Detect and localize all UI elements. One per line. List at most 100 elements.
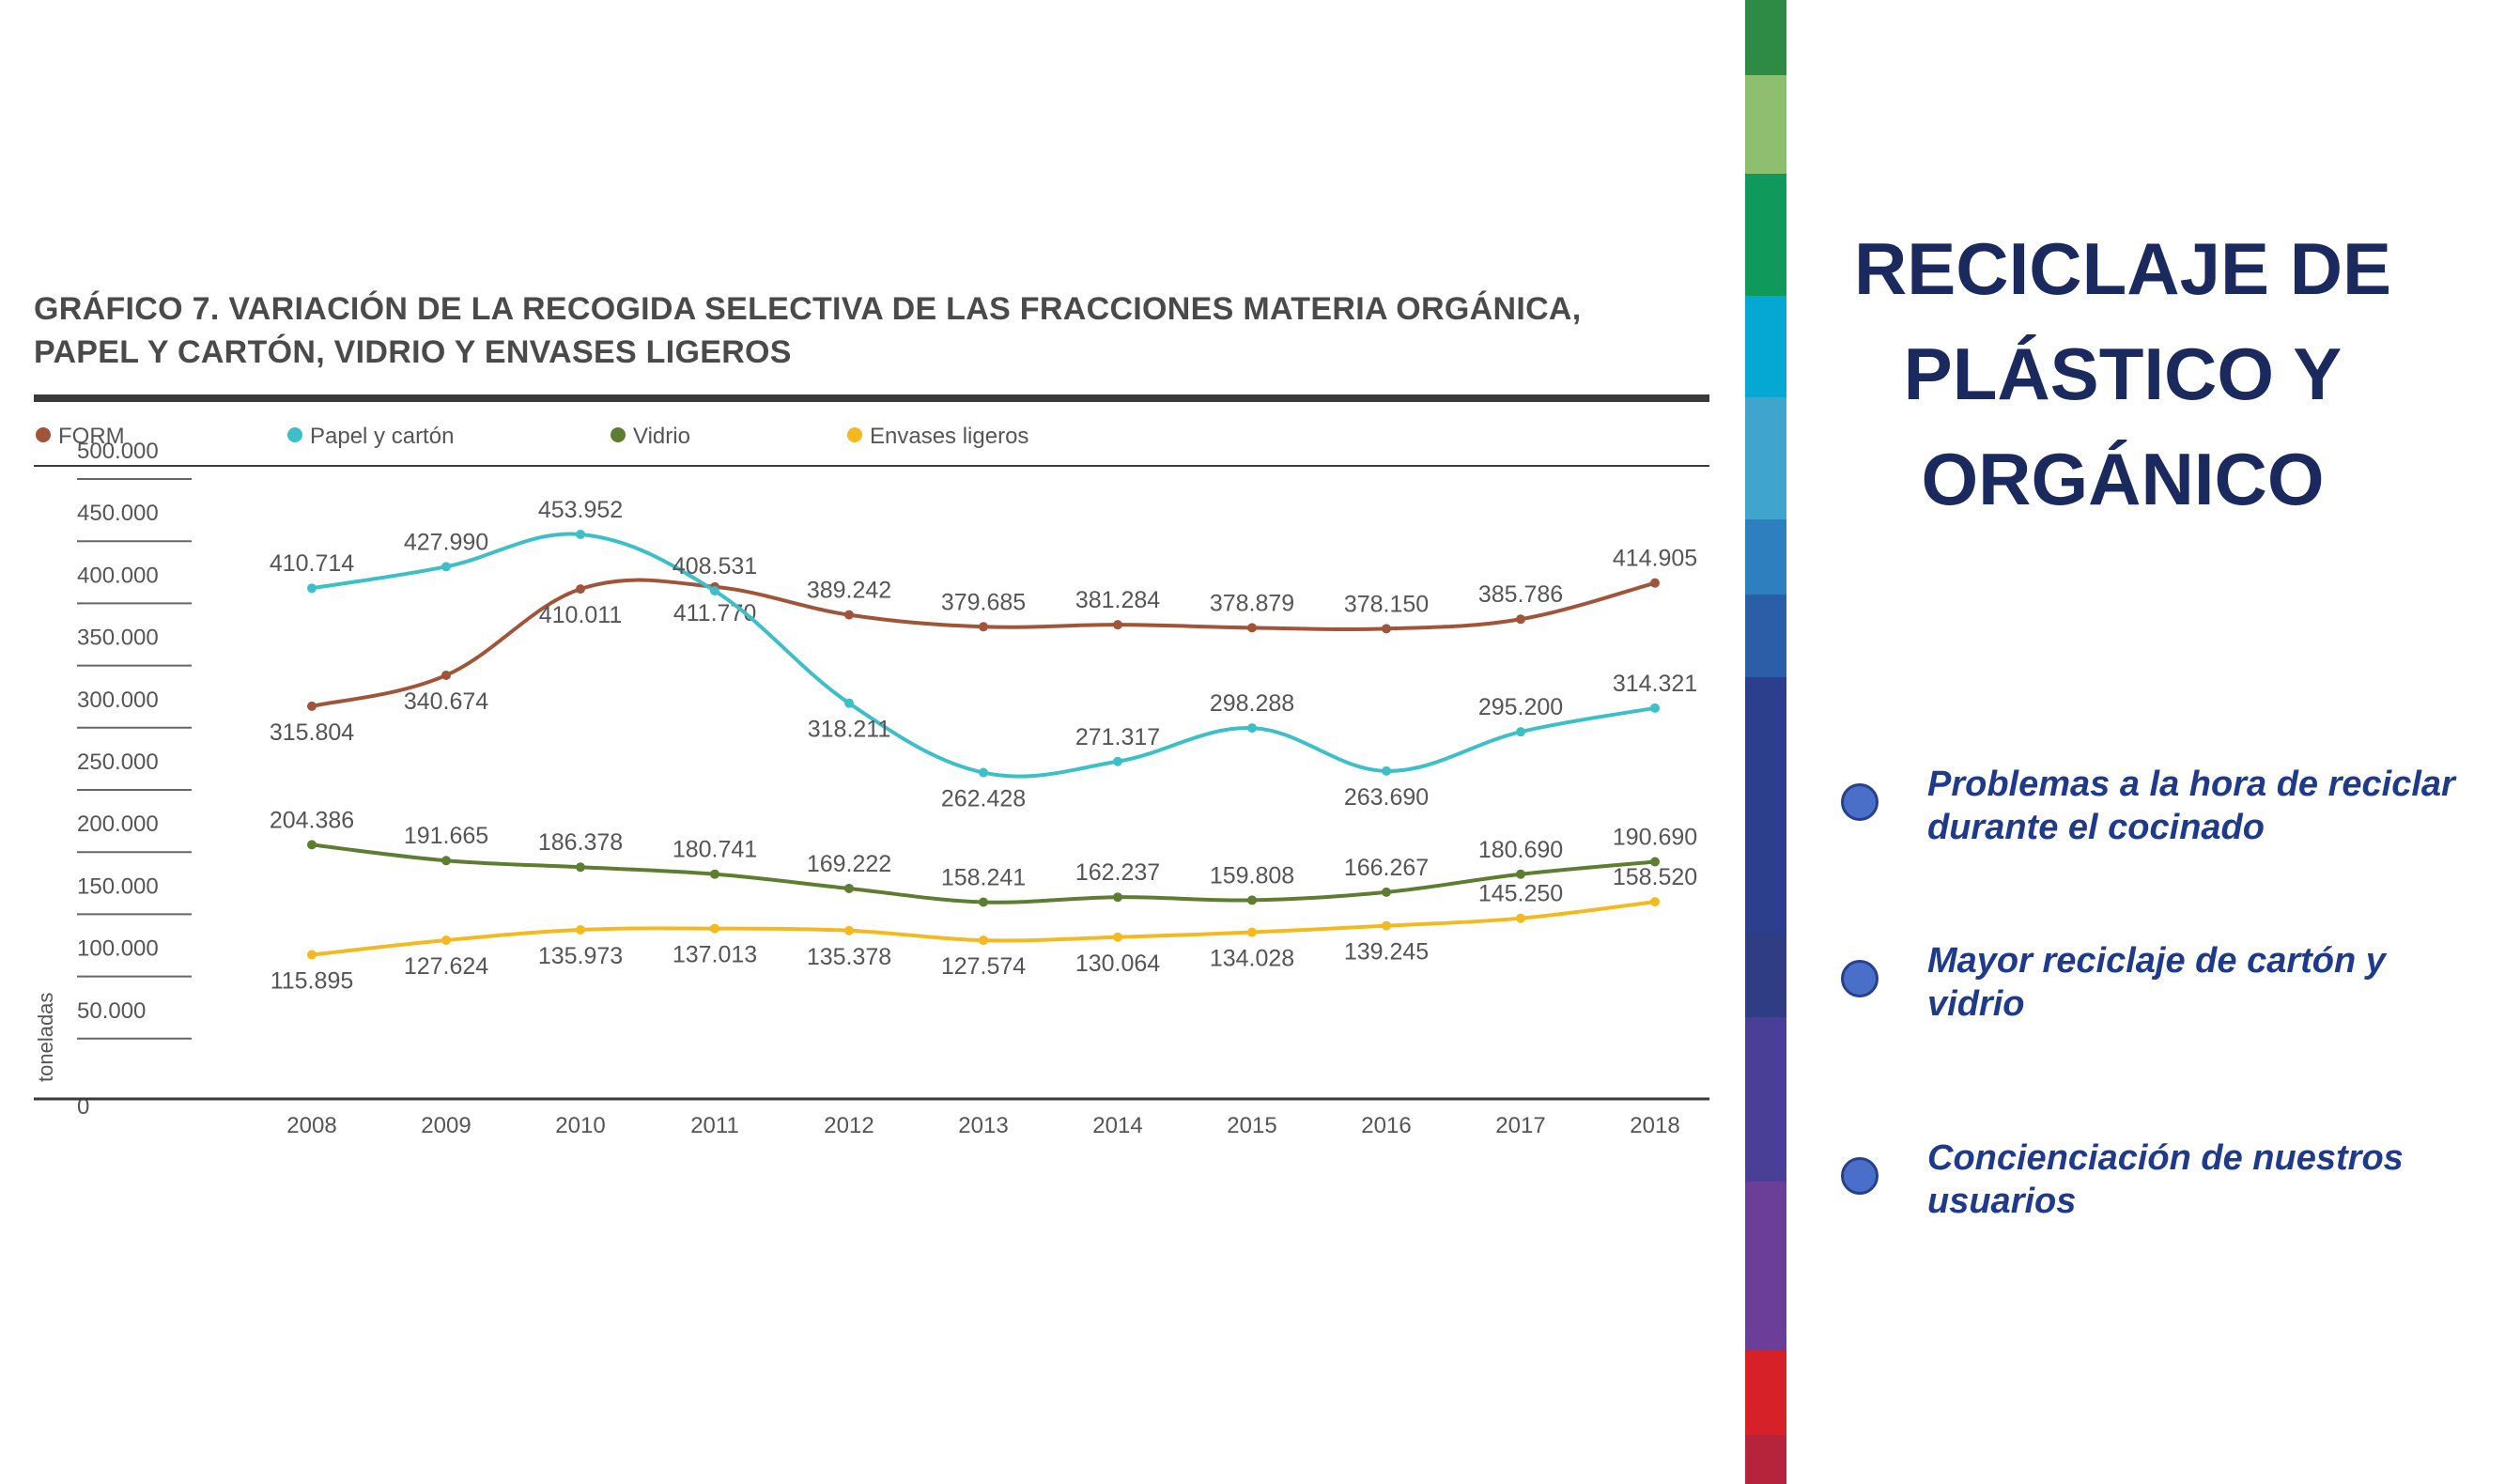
data-point <box>307 701 317 711</box>
strip-segment <box>1745 519 1786 595</box>
y-tick-label: 500.000 <box>77 439 159 464</box>
strip-segment <box>1745 174 1786 296</box>
data-label: 190.690 <box>1613 825 1697 851</box>
legend-label: Vidrio <box>633 424 690 449</box>
data-label: 262.428 <box>941 786 1026 812</box>
data-point <box>1382 624 1391 634</box>
x-tick-label: 2008 <box>286 1113 336 1138</box>
data-point <box>1247 623 1257 633</box>
data-point <box>1516 913 1525 923</box>
slide-title-line-2: PLÁSTICO Y <box>1903 332 2343 415</box>
data-label: 453.952 <box>538 497 623 523</box>
legend-marker <box>611 427 626 442</box>
y-tick-label: 200.000 <box>77 812 159 837</box>
x-tick-label: 2013 <box>958 1113 1008 1138</box>
strip-segment <box>1745 1017 1786 1182</box>
data-label: 378.879 <box>1210 590 1294 616</box>
data-point <box>1382 920 1391 931</box>
bullet-text: Problemas a la hora de reciclar durante … <box>1927 765 2455 847</box>
data-point <box>979 897 988 907</box>
data-label: 295.200 <box>1478 694 1563 720</box>
strip-segment <box>1745 1182 1786 1351</box>
data-label: 135.378 <box>807 944 891 970</box>
data-point <box>1516 614 1525 625</box>
data-point <box>441 670 451 680</box>
data-label: 158.241 <box>941 864 1026 890</box>
bullet-item-3: Concienciación de nuestros usuarios <box>1841 1136 2480 1230</box>
bullet-item-1: Problemas a la hora de reciclar durante … <box>1841 763 2480 857</box>
data-label: 127.574 <box>941 953 1026 980</box>
legend-marker <box>287 427 302 442</box>
y-tick-label: 400.000 <box>77 563 159 588</box>
data-label: 318.211 <box>808 717 891 743</box>
strip-segment <box>1745 677 1786 933</box>
data-point <box>576 924 585 935</box>
data-label: 410.011 <box>539 602 623 628</box>
bullet-text: Mayor reciclaje de cartón y vidrio <box>1927 941 2386 1024</box>
data-point <box>844 883 854 893</box>
data-label: 381.284 <box>1075 587 1160 613</box>
bullet-dot-icon <box>1841 960 1879 997</box>
chart-title: GRÁFICO 7. VARIACIÓN DE LA RECOGIDA SELE… <box>34 287 1724 374</box>
data-label: 166.267 <box>1344 855 1429 881</box>
slide-title: RECICLAJE DE PLÁSTICO Y ORGÁNICO <box>1841 216 2404 532</box>
data-label: 340.674 <box>404 688 488 715</box>
bullet-text: Concienciación de nuestros usuarios <box>1927 1138 2404 1221</box>
data-label: 389.242 <box>807 578 891 604</box>
data-point <box>1247 895 1257 905</box>
data-point <box>1247 723 1257 734</box>
x-tick-label: 2011 <box>690 1113 739 1138</box>
chart-title-line-1: GRÁFICO 7. VARIACIÓN DE LA RECOGIDA SELE… <box>34 291 1582 327</box>
data-point <box>1650 703 1660 713</box>
data-point <box>1650 857 1660 867</box>
data-point <box>844 610 854 620</box>
slide-title-line-1: RECICLAJE DE <box>1853 227 2392 310</box>
data-point <box>1113 620 1122 630</box>
data-point <box>710 923 719 934</box>
y-tick-label: 100.000 <box>77 936 159 962</box>
series-line <box>311 578 1656 708</box>
y-tick-label: 150.000 <box>77 873 159 899</box>
data-point <box>979 767 988 778</box>
data-label: 263.690 <box>1344 784 1429 811</box>
data-label: 130.064 <box>1075 951 1160 977</box>
data-point <box>307 583 317 594</box>
data-point <box>710 586 719 596</box>
data-point <box>441 856 451 866</box>
data-point <box>1113 756 1122 766</box>
data-point <box>576 529 585 539</box>
data-point <box>576 862 585 873</box>
data-point <box>1516 869 1525 879</box>
legend-marker <box>36 427 51 442</box>
x-tick-label: 2014 <box>1092 1113 1142 1138</box>
data-point <box>1382 887 1391 897</box>
x-tick-label: 2010 <box>555 1113 605 1138</box>
strip-segment <box>1745 75 1786 174</box>
data-point <box>979 935 988 946</box>
strip-segment <box>1745 0 1786 75</box>
data-point <box>441 562 451 572</box>
data-label: 379.685 <box>941 589 1026 615</box>
strip-segment <box>1745 595 1786 677</box>
x-tick-label: 2017 <box>1495 1113 1545 1138</box>
data-point <box>307 950 317 960</box>
data-label: 169.222 <box>807 851 891 877</box>
data-label: 408.531 <box>673 553 757 580</box>
data-label: 385.786 <box>1478 581 1563 608</box>
y-axis-label: toneladas <box>34 993 57 1082</box>
y-tick-label: 450.000 <box>77 501 159 526</box>
data-point <box>1516 727 1525 737</box>
line-chart: FORM Papel y cartón Vidrio Envases ligeros 0… <box>34 394 1709 1138</box>
data-point <box>844 698 854 708</box>
data-point <box>710 869 719 879</box>
data-point <box>1113 932 1122 942</box>
data-label: 314.321 <box>1613 671 1697 697</box>
data-label: 204.386 <box>270 807 354 833</box>
y-tick-label: 250.000 <box>77 750 159 775</box>
data-label: 127.624 <box>404 953 488 980</box>
data-label: 271.317 <box>1075 724 1160 750</box>
data-point <box>1650 578 1660 588</box>
data-label: 145.250 <box>1478 881 1563 907</box>
data-label: 410.714 <box>270 550 354 577</box>
data-label: 158.520 <box>1613 864 1697 890</box>
